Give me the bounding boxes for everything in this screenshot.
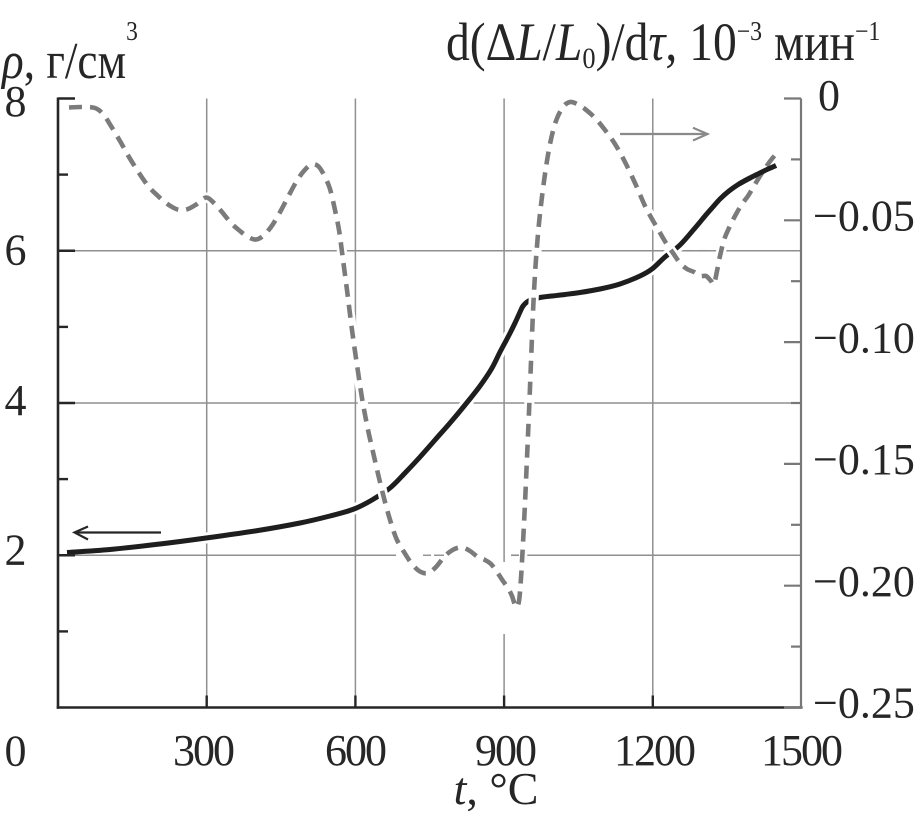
svg-text:−0.10: −0.10 — [813, 313, 915, 362]
svg-text:6: 6 — [5, 226, 27, 275]
svg-text:8: 8 — [5, 77, 27, 126]
svg-text:−0.20: −0.20 — [813, 557, 915, 606]
svg-text:2: 2 — [5, 526, 27, 575]
svg-text:1500: 1500 — [761, 726, 842, 775]
svg-text:300: 300 — [173, 726, 234, 775]
svg-text:−0.05: −0.05 — [813, 192, 915, 241]
svg-text:900: 900 — [475, 726, 536, 775]
svg-text:−0.25: −0.25 — [813, 679, 915, 728]
svg-text:−0.15: −0.15 — [813, 435, 915, 484]
svg-text:4: 4 — [5, 376, 27, 425]
svg-text:0: 0 — [5, 727, 27, 776]
svg-text:d(ΔL/L0)/dτ, 10−3 мин−1: d(ΔL/L0)/dτ, 10−3 мин−1 — [446, 13, 880, 75]
svg-text:0: 0 — [818, 71, 840, 120]
svg-text:t, °C: t, °C — [454, 763, 539, 814]
svg-text:1200: 1200 — [614, 726, 695, 775]
svg-text:600: 600 — [325, 726, 386, 775]
